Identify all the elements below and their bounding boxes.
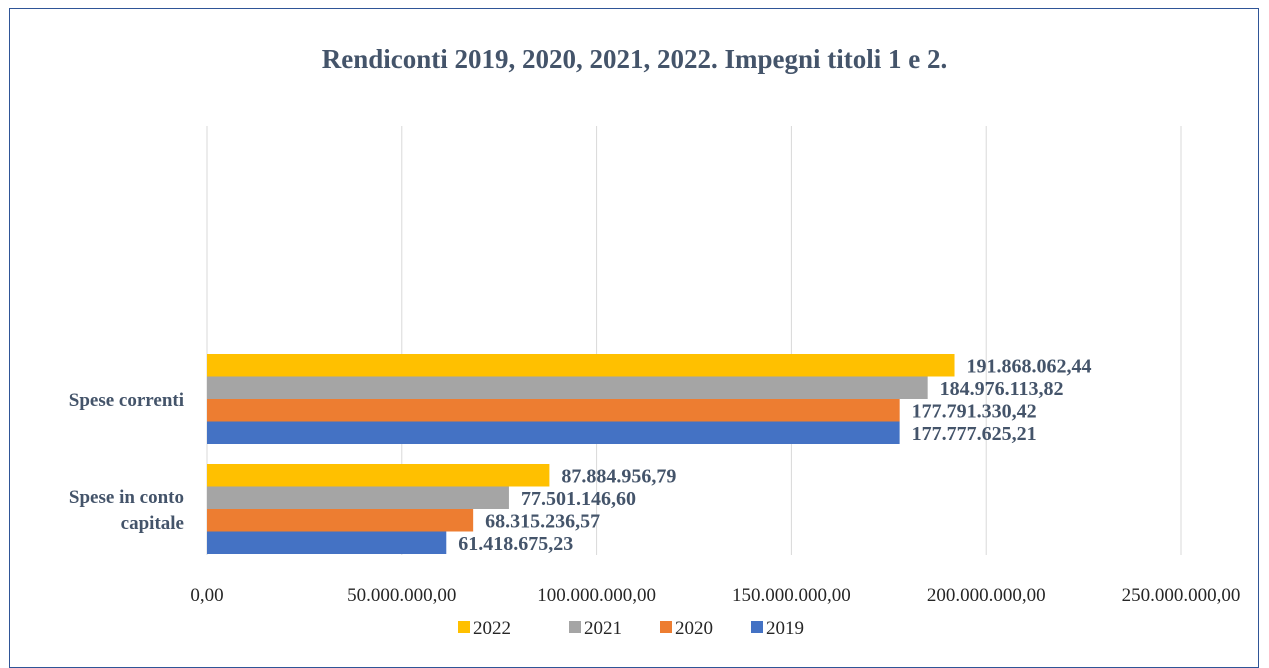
category-label: Spese correnti	[69, 390, 184, 411]
legend-label-2020: 2020	[675, 618, 713, 639]
bar-2021-spese-correnti	[207, 376, 928, 399]
legend-swatch-2022	[458, 621, 470, 633]
data-label: 191.868.062,44	[967, 355, 1092, 377]
category-label: Spese in conto	[69, 487, 184, 508]
x-tick-label: 50.000.000,00	[347, 585, 456, 606]
legend-swatch-2020	[660, 621, 672, 633]
data-label: 87.884.956,79	[561, 465, 676, 487]
x-tick-label: 0,00	[190, 585, 223, 606]
data-label: 177.791.330,42	[912, 400, 1037, 422]
legend-swatch-2021	[569, 621, 581, 633]
chart-title: Rendiconti 2019, 2020, 2021, 2022. Impeg…	[321, 44, 948, 74]
data-label: 61.418.675,23	[458, 533, 573, 555]
bar-2019-spese-conto-capitale	[207, 531, 447, 554]
bar-2022-spese-conto-capitale	[207, 464, 550, 487]
legend-label-2022: 2022	[473, 618, 511, 639]
x-tick-label: 250.000.000,00	[1122, 585, 1241, 606]
bar-2020-spese-correnti	[207, 399, 900, 422]
bar-2021-spese-conto-capitale	[207, 486, 509, 509]
legend-label-2019: 2019	[766, 618, 804, 639]
bar-2019-spese-correnti	[207, 421, 900, 444]
category-label: capitale	[121, 513, 184, 534]
data-label: 77.501.146,60	[521, 488, 636, 510]
x-tick-label: 150.000.000,00	[732, 585, 851, 606]
data-label: 68.315.236,57	[485, 510, 600, 532]
bar-2022-spese-correnti	[207, 354, 955, 377]
data-label: 184.976.113,82	[940, 378, 1064, 400]
x-tick-label: 100.000.000,00	[537, 585, 656, 606]
legend-swatch-2019	[751, 621, 763, 633]
chart-frame	[9, 8, 1259, 668]
bar-2020-spese-conto-capitale	[207, 509, 474, 532]
data-label: 177.777.625,21	[912, 423, 1037, 445]
legend-label-2021: 2021	[584, 618, 622, 639]
x-tick-label: 200.000.000,00	[927, 585, 1046, 606]
